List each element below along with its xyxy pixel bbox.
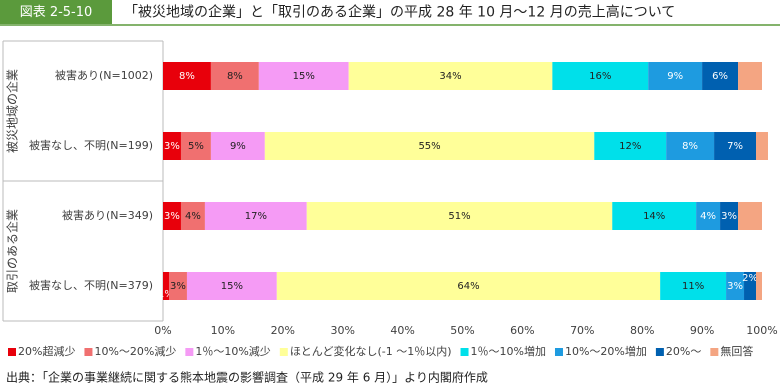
bar-segment [714, 132, 757, 160]
bar-segment [163, 272, 169, 300]
legend-label: 1％～10%増加 [471, 345, 546, 358]
data-label: 55% [418, 141, 440, 152]
data-label: 3% [170, 281, 186, 292]
x-tick-label: 70% [570, 324, 594, 337]
bar-segment [306, 202, 613, 230]
x-tick-label: 80% [630, 324, 654, 337]
bar-segment [163, 202, 181, 230]
group-label: 取引のある企業 [5, 209, 20, 293]
x-tick-label: 60% [510, 324, 534, 337]
data-label: 8% [227, 71, 243, 82]
data-label: 3% [721, 211, 737, 222]
data-label: 3% [727, 281, 743, 292]
bar-segment [258, 62, 349, 90]
data-label: 7% [727, 141, 743, 152]
bar-segment [264, 132, 595, 160]
bar-segment [180, 132, 211, 160]
bar-segment [186, 272, 277, 300]
bar-segment [726, 272, 745, 300]
data-label: 1% [158, 289, 174, 300]
data-label: 12% [619, 141, 641, 152]
category-label: 被害なし、不明(N=379) [29, 278, 153, 292]
bar-segment [276, 272, 661, 300]
bar-segment [163, 62, 211, 90]
x-tick-label: 30% [330, 324, 354, 337]
x-tick-label: 20% [271, 324, 295, 337]
bar-segment [756, 272, 762, 300]
bar-segment [552, 62, 649, 90]
data-label: 3% [164, 211, 180, 222]
x-tick-label: 100% [746, 324, 777, 337]
bar-segment [180, 202, 205, 230]
x-tick-label: 50% [450, 324, 474, 337]
legend-swatch [84, 348, 93, 356]
bar-segment [204, 202, 307, 230]
bar-segment [744, 272, 757, 300]
category-label: 被害あり(N=349) [62, 208, 153, 222]
data-label: 3% [164, 141, 180, 152]
category-label: 被害なし、不明(N=199) [29, 138, 153, 152]
legend-label: 20%～ [666, 345, 701, 358]
data-label: 34% [439, 71, 461, 82]
data-label: 8% [179, 71, 195, 82]
legend-label: 無回答 [720, 344, 753, 358]
x-tick-label: 40% [390, 324, 414, 337]
data-label: 16% [589, 71, 611, 82]
legend-swatch [655, 348, 664, 356]
data-label: 9% [230, 141, 246, 152]
badge: 図表 2-5-10 [20, 5, 93, 20]
data-label: 17% [245, 211, 267, 222]
bar-segment [210, 62, 259, 90]
bar-segment [348, 62, 553, 90]
data-label: 15% [293, 71, 315, 82]
bar-segment [720, 202, 739, 230]
data-label: 6% [712, 71, 728, 82]
legend-swatch [460, 348, 469, 356]
x-tick-label: 90% [690, 324, 714, 337]
bar-segment [210, 132, 265, 160]
x-tick-label: 10% [211, 324, 235, 337]
legend-label: 10%～20%減少 [94, 344, 176, 358]
legend-swatch [8, 348, 16, 356]
data-label: 4% [700, 211, 716, 222]
bar-segment [612, 202, 697, 230]
data-label: 4% [185, 211, 201, 222]
bar-segment [648, 62, 703, 90]
data-label: 9% [667, 71, 683, 82]
group-label: 被災地域の企業 [5, 69, 20, 153]
bar-segment [738, 202, 762, 230]
legend-label: 1％～10%減少 [195, 344, 270, 358]
data-label: 11% [682, 281, 704, 292]
category-label: 被害あり(N=1002) [55, 68, 153, 82]
bar-segment [168, 272, 187, 300]
bar-segment [163, 132, 181, 160]
badge-background [0, 0, 112, 24]
bar-segment [696, 202, 721, 230]
data-label: 64% [457, 281, 479, 292]
bar-segment [756, 132, 768, 160]
bar-segment [594, 132, 667, 160]
legend-label: 20%超減少 [18, 344, 75, 358]
source: 出典：「企業の事業継続に関する熊本地震の影響調査（平成 29 年 6 月）」より… [6, 370, 488, 385]
legend-label: ほとんど変化なし(-1 ～1％以内) [290, 344, 452, 358]
bar-segment [738, 62, 762, 90]
data-label: 8% [682, 141, 698, 152]
page-title: 「被災地域の企業」と「取引のある企業」の平成 28 年 10 月～12 月の売上… [124, 4, 675, 21]
bar-segment [702, 62, 739, 90]
legend-swatch [710, 348, 719, 356]
data-label: 14% [643, 211, 665, 222]
bar-segment [660, 272, 727, 300]
data-label: 2% [742, 273, 758, 284]
data-label: 5% [188, 141, 204, 152]
bar-segment [666, 132, 715, 160]
legend-swatch [279, 348, 288, 356]
legend-swatch [185, 348, 194, 356]
legend-label: 10%～20%増加 [565, 345, 647, 358]
legend-swatch [554, 348, 563, 356]
data-label: 51% [448, 211, 470, 222]
data-label: 15% [221, 281, 243, 292]
x-tick-label: 0% [154, 324, 171, 337]
